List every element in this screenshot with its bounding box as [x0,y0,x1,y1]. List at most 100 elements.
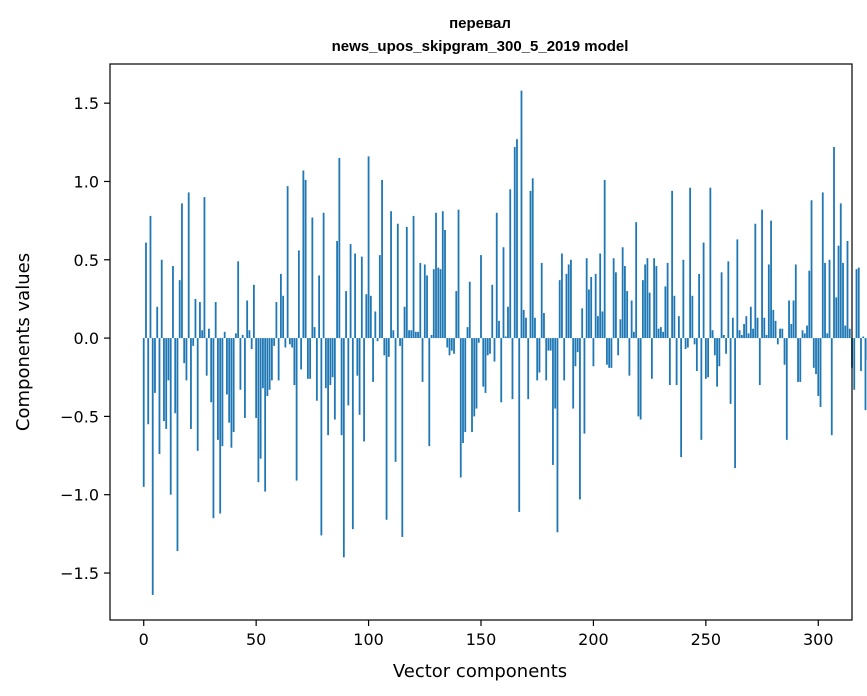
bar-247 [698,273,700,339]
bar-48 [250,338,253,350]
bar-79 [320,338,323,536]
bar-41 [235,333,237,339]
bar-225 [648,292,651,339]
bar-165 [513,147,516,339]
y-tick-label: −1.0 [60,486,99,505]
bar-120 [412,215,415,339]
bar-189 [567,264,570,339]
bar-241 [684,338,687,350]
bar-82 [327,338,329,436]
bar-31 [212,338,215,519]
bar-195 [581,308,584,339]
bar-44 [241,334,244,339]
y-tick-label: 0.0 [74,329,99,348]
x-tick-label: 150 [466,630,497,649]
bar-138 [453,338,455,354]
bar-199 [590,277,593,339]
y-tick-label: −1.5 [60,564,99,583]
bar-93 [351,338,354,530]
bar-137 [450,338,453,351]
bar-159 [500,338,503,403]
bar-95 [356,338,359,376]
bar-160 [502,247,505,339]
bar-103 [374,311,377,339]
bar-15 [176,338,179,552]
bar-125 [423,264,426,339]
bar-307 [833,147,835,339]
bar-177 [540,262,543,339]
bar-9 [163,338,165,422]
bar-33 [217,338,219,440]
bar-207 [608,338,611,368]
bar-84 [331,338,334,378]
bar-147 [473,338,476,417]
bar-232 [664,286,667,339]
bar-134 [444,230,446,339]
bar-291 [797,338,799,382]
bar-192 [574,338,577,367]
bar-276 [763,317,766,339]
bar-61 [279,273,282,339]
bar-10 [165,338,168,429]
x-tick-label: 300 [803,630,834,649]
bar-224 [646,258,649,339]
bar-320 [862,336,865,339]
bar-211 [617,338,620,356]
bar-65 [288,338,291,345]
bar-124 [421,338,424,382]
bar-126 [426,275,428,339]
bar-43 [239,338,242,390]
bar-166 [516,139,518,339]
bar-302 [821,192,824,339]
bar-152 [484,338,487,393]
bar-249 [702,242,705,339]
bar-240 [682,259,685,339]
bar-28 [205,338,208,376]
bar-226 [650,338,653,379]
bar-209 [612,258,615,339]
bar-105 [378,255,381,339]
bar-23 [194,298,197,339]
bar-71 [302,170,305,339]
bar-81 [324,338,327,389]
bar-243 [689,187,692,339]
bar-12 [169,338,172,495]
bar-149 [477,338,480,343]
bar-98 [363,338,365,442]
bar-279 [770,220,772,339]
bar-281 [774,320,777,339]
bar-66 [291,338,294,348]
bar-285 [783,338,786,365]
bar-220 [637,338,640,417]
x-tick-label: 0 [139,630,149,649]
bar-14 [174,338,177,414]
bar-303 [824,262,826,339]
bar-296 [808,270,811,339]
bar-308 [835,297,838,339]
bar-145 [468,281,471,339]
bar-265 [738,330,741,339]
bar-46 [246,300,249,339]
bar-74 [309,338,312,379]
bar-297 [810,200,813,339]
bar-219 [635,222,638,339]
bar-221 [639,338,642,420]
bar-78 [318,275,321,339]
bar-206 [606,338,608,365]
bar-22 [192,338,195,346]
bar-111 [392,330,395,339]
bar-25 [199,302,201,339]
bar-175 [536,338,539,381]
bar-273 [756,317,759,339]
bar-129 [432,269,435,339]
bar-304 [826,333,829,339]
bar-267 [743,323,745,339]
bar-76 [313,327,316,339]
bar-277 [765,334,768,339]
bar-90 [345,291,347,339]
bar-26 [201,330,204,339]
bar-213 [621,247,624,339]
bar-131 [437,267,440,339]
bar-215 [626,291,629,339]
bar-272 [754,223,757,339]
